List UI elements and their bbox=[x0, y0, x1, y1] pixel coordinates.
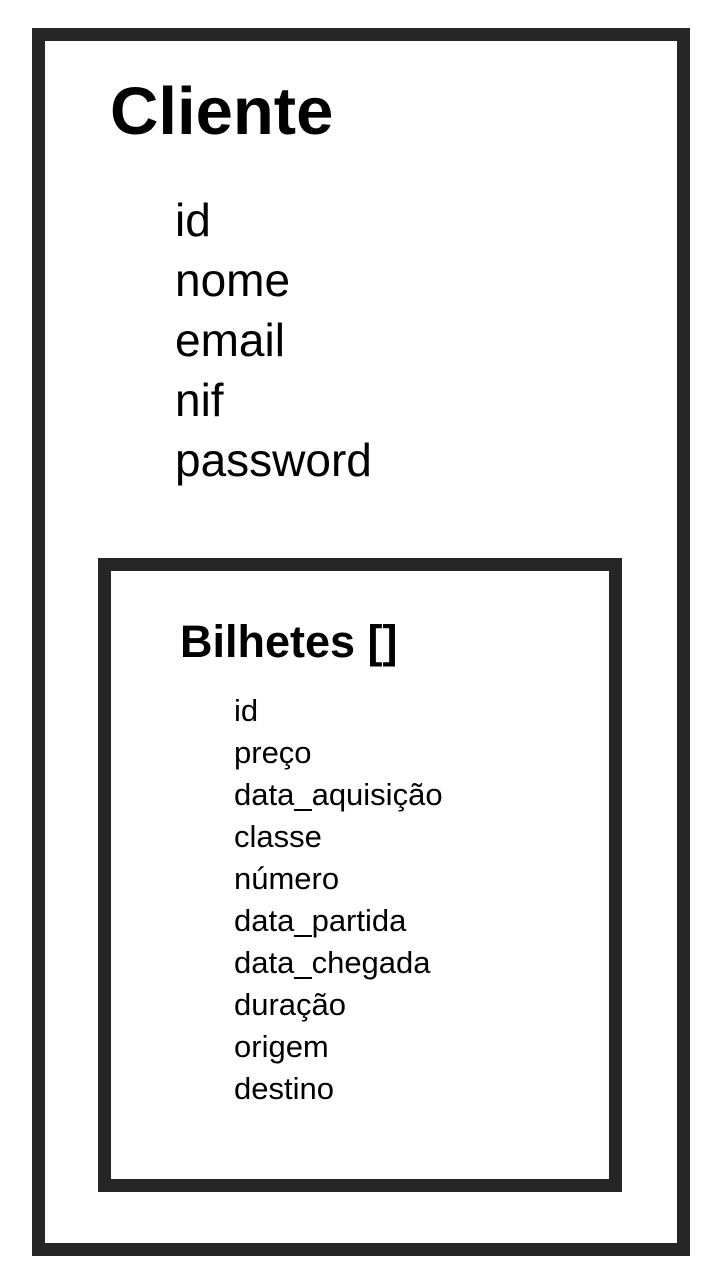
bilhetes-entity-box bbox=[98, 558, 622, 1192]
bilhetes-title: Bilhetes [] bbox=[180, 616, 398, 667]
cliente-field-nif: nif bbox=[175, 374, 224, 426]
bilhetes-field-data-partida: data_partida bbox=[234, 903, 407, 938]
bilhetes-field-data-chegada: data_chegada bbox=[234, 945, 431, 980]
cliente-field-password: password bbox=[175, 434, 372, 486]
bilhetes-field-id: id bbox=[234, 693, 259, 728]
bilhetes-field-preco: preço bbox=[234, 735, 312, 770]
bilhetes-field-data-aquisicao: data_aquisição bbox=[234, 777, 443, 812]
cliente-field-id: id bbox=[175, 194, 211, 246]
cliente-entity-box bbox=[32, 28, 690, 1256]
cliente-field-email: email bbox=[175, 314, 285, 366]
bilhetes-field-origem: origem bbox=[234, 1029, 329, 1064]
bilhetes-field-classe: classe bbox=[234, 819, 322, 854]
bilhetes-field-duracao: duração bbox=[234, 987, 347, 1022]
bilhetes-field-destino: destino bbox=[234, 1071, 334, 1106]
bilhetes-field-list: id preço data_aquisição classe número da… bbox=[234, 690, 443, 1110]
cliente-title: Cliente bbox=[110, 74, 334, 149]
bilhetes-field-numero: número bbox=[234, 861, 340, 896]
cliente-field-list: id nome email nif password bbox=[175, 190, 372, 490]
cliente-field-nome: nome bbox=[175, 254, 291, 306]
